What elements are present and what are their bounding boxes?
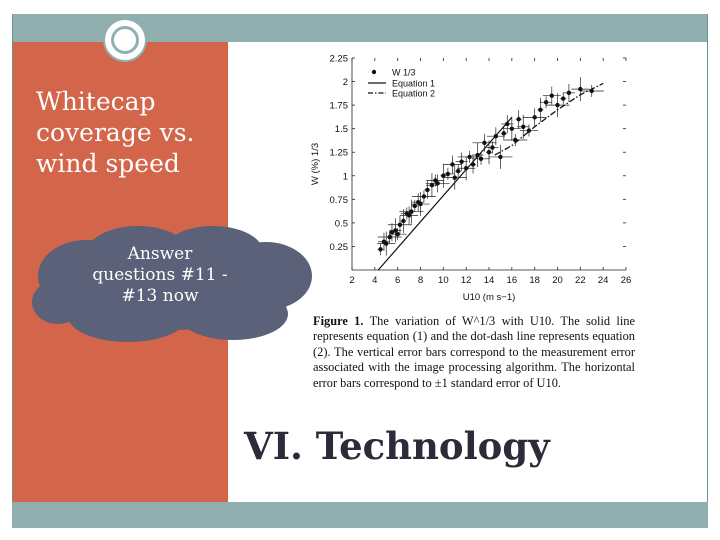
data-point — [435, 181, 440, 186]
data-point — [516, 117, 521, 122]
data-point — [501, 131, 507, 136]
data-point — [578, 86, 583, 92]
data-point — [490, 145, 495, 150]
data-point — [395, 231, 400, 237]
legend-marker-points — [371, 69, 377, 75]
cloud-callout-shape — [32, 226, 312, 342]
equation-1-line — [377, 116, 513, 271]
equation-2-line — [494, 82, 604, 156]
x-tick-label: 6 — [395, 275, 400, 286]
data-point — [509, 126, 515, 131]
data-point — [521, 124, 526, 129]
y-tick-label: 2 — [343, 77, 348, 88]
data-point — [555, 102, 560, 108]
data-point — [397, 222, 403, 227]
figure-caption: Figure 1. The variation of W^1/3 with U1… — [313, 314, 635, 391]
data-point — [538, 107, 543, 113]
x-tick-label: 16 — [507, 275, 518, 286]
data-point — [455, 168, 461, 174]
data-point — [412, 203, 417, 209]
slide-title: Whitecap coverage vs. wind speed — [36, 87, 195, 178]
section-heading: VI. Technology — [244, 424, 550, 468]
data-point — [470, 162, 476, 167]
data-point — [549, 93, 554, 98]
data-point — [493, 134, 499, 139]
x-tick-label: 26 — [621, 275, 632, 286]
data-point — [425, 187, 430, 193]
data-point — [526, 128, 532, 133]
x-tick-label: 22 — [575, 275, 586, 286]
data-point — [387, 234, 392, 240]
frame-line-left — [12, 14, 13, 528]
legend-label-points: W 1/3 — [392, 68, 416, 78]
data-point — [543, 100, 549, 105]
x-tick-label: 8 — [418, 275, 423, 286]
data-point — [589, 88, 594, 94]
callout-text: Answer questions #11 - #13 now — [92, 244, 228, 306]
x-tick-label: 4 — [372, 275, 377, 286]
frame-line-right — [707, 14, 708, 528]
y-tick-label: 1.5 — [335, 124, 348, 135]
legend-label-equation-1: Equation 1 — [392, 79, 435, 89]
data-point — [389, 230, 395, 235]
data-point — [445, 171, 451, 177]
data-point — [406, 213, 412, 218]
y-tick-label: 0.75 — [330, 195, 349, 206]
data-point — [393, 228, 398, 233]
data-point — [486, 150, 492, 155]
data-point — [378, 247, 383, 252]
figure-label: Figure 1. — [313, 314, 364, 328]
figure-caption-text: The variation of W^1/3 with U10. The sol… — [313, 314, 635, 390]
legend-label-equation-2: Equation 2 — [392, 89, 435, 99]
data-point — [429, 183, 435, 188]
data-point — [566, 90, 572, 96]
cloud-fill — [32, 226, 312, 342]
data-point — [418, 201, 423, 207]
frame-top — [0, 0, 720, 14]
data-point — [450, 162, 455, 167]
data-point — [532, 115, 537, 120]
data-point — [384, 241, 389, 246]
ring-inner — [111, 26, 139, 54]
data-point — [421, 194, 427, 199]
x-tick-label: 10 — [438, 275, 449, 286]
y-axis-label: W (%) 1/3 — [310, 143, 321, 185]
data-point — [401, 218, 406, 224]
y-tick-label: 1 — [343, 171, 348, 182]
data-point — [478, 156, 484, 162]
x-tick-label: 18 — [529, 275, 540, 286]
data-point — [463, 166, 469, 171]
x-tick-label: 12 — [461, 275, 472, 286]
data-point — [561, 96, 566, 101]
data-point — [452, 175, 457, 180]
data-point — [513, 137, 518, 143]
data-point — [505, 121, 510, 127]
x-axis-label: U10 (m s−1) — [463, 292, 516, 303]
y-tick-label: 1.25 — [330, 148, 349, 159]
y-tick-label: 0.25 — [330, 242, 349, 253]
y-tick-label: 1.75 — [330, 101, 349, 112]
ring-ornament-icon — [103, 18, 147, 62]
data-point — [459, 159, 464, 164]
x-tick-label: 14 — [484, 275, 495, 286]
y-tick-label: 2.25 — [330, 54, 349, 65]
data-point — [475, 152, 480, 158]
data-point — [441, 173, 446, 178]
scatter-chart: 2 4 6 8 10 12 14 16 18 20 22 24 260.250.50.7511.251.… — [310, 54, 632, 304]
data-point — [482, 140, 487, 145]
y-tick-label: 0.5 — [335, 218, 348, 229]
data-point — [498, 154, 503, 160]
data-point — [467, 154, 472, 160]
x-tick-label: 24 — [598, 275, 609, 286]
x-tick-label: 2 — [349, 275, 354, 286]
bottom-accent-bar — [12, 502, 708, 528]
data-point — [409, 209, 414, 214]
x-tick-label: 20 — [552, 275, 563, 286]
